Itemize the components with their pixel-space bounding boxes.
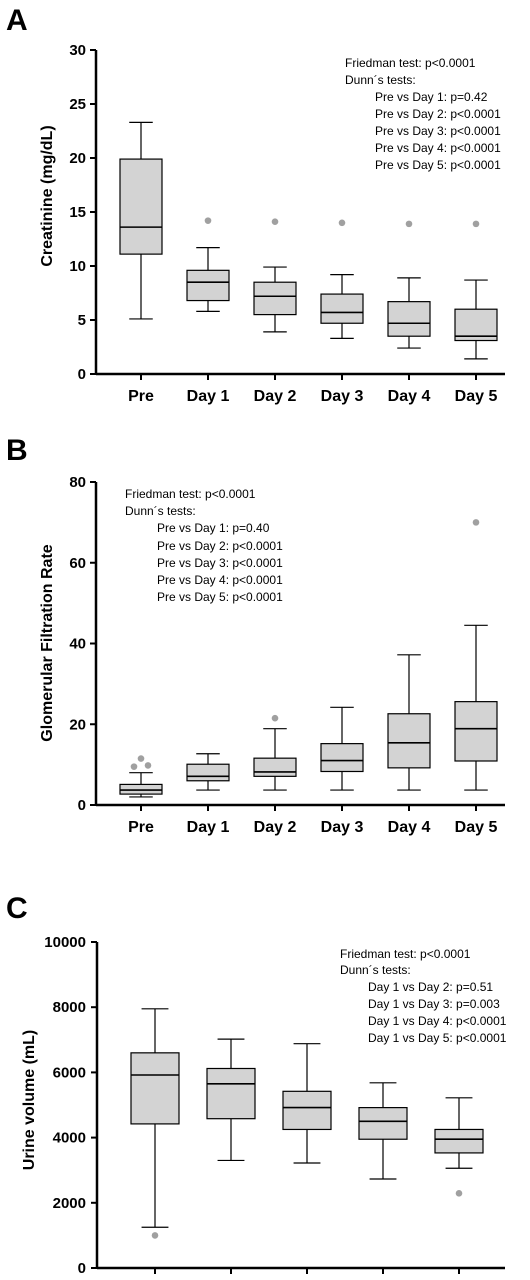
panel-b-x-tick-label-day-3: Day 3 bbox=[321, 819, 364, 836]
panel-c-box-day-1 bbox=[130, 1052, 180, 1125]
panel-c-box-day-4 bbox=[358, 1107, 408, 1140]
panel-b-x-tick-label-day-1: Day 1 bbox=[187, 819, 230, 836]
panel-c-box-day-5 bbox=[434, 1128, 484, 1154]
panel-a-y-tick-label: 10 bbox=[69, 258, 86, 275]
panel-a-y-tick-label: 25 bbox=[69, 96, 86, 113]
panel-a-x-tick-label-day-1: Day 1 bbox=[187, 388, 230, 405]
panel-a-letter: A bbox=[6, 4, 28, 37]
panel-a-box-day-1 bbox=[186, 269, 230, 302]
panel-a-y-tick-label: 0 bbox=[78, 366, 86, 383]
panel-b-outlier-point bbox=[472, 519, 480, 526]
panel-a-annotations: Friedman test: p<0.0001 Dunn´s tests: Pr… bbox=[345, 56, 501, 172]
panel-a-box-day-5 bbox=[454, 308, 498, 342]
panel-b-comparison-2: Pre vs Day 2: p<0.0001 bbox=[157, 539, 283, 553]
panel-b-x-tick-label-day-4: Day 4 bbox=[388, 819, 431, 836]
panel-c-friedman-text: Friedman test: p<0.0001 bbox=[340, 947, 471, 961]
panel-b-comparison-5: Pre vs Day 5: p<0.0001 bbox=[157, 590, 283, 604]
panel-b-dunn-heading: Dunn´s tests: bbox=[125, 504, 196, 518]
panel-b-box-day-5 bbox=[454, 701, 498, 762]
panel-a-y-tick-label: 20 bbox=[69, 150, 86, 167]
panel-b-outlier-point bbox=[144, 762, 152, 769]
panel-b-y-tick-label: 0 bbox=[78, 797, 86, 814]
panel-c-comparison-1: Day 1 vs Day 2: p=0.51 bbox=[368, 980, 493, 994]
panel-a-outlier-point bbox=[338, 219, 346, 227]
panel-a-box-pre bbox=[119, 158, 163, 255]
panel-c-letter: C bbox=[6, 892, 28, 925]
panel-a-y-tick-label: 15 bbox=[69, 204, 86, 221]
panel-b-box-day-2 bbox=[253, 757, 297, 777]
panel-c: C Urine volume (mL) Friedman test: p<0.0… bbox=[6, 892, 507, 1277]
panel-b-comparison-4: Pre vs Day 4: p<0.0001 bbox=[157, 573, 283, 587]
panel-b-comparison-3: Pre vs Day 3: p<0.0001 bbox=[157, 556, 283, 570]
panel-c-y-tick-label: 2000 bbox=[53, 1195, 86, 1212]
panel-a-x-tick-label-day-5: Day 5 bbox=[455, 388, 498, 405]
panel-b-box-pre bbox=[119, 783, 163, 795]
panel-b-y-tick-label: 20 bbox=[69, 716, 86, 733]
panel-b-y-tick-label: 40 bbox=[69, 636, 86, 653]
panel-a-comparison-3: Pre vs Day 3: p<0.0001 bbox=[375, 124, 501, 138]
panel-a-outlier-point bbox=[271, 218, 279, 226]
panel-a-x-tick-label-day-4: Day 4 bbox=[388, 388, 431, 405]
panel-b-y-axis-label: Glomerular Filtration Rate bbox=[39, 544, 56, 741]
panel-a-comparison-1: Pre vs Day 1: p=0.42 bbox=[375, 90, 488, 104]
panel-c-box-day-3 bbox=[282, 1090, 332, 1131]
panel-c-y-tick-label: 6000 bbox=[53, 1064, 86, 1081]
panel-b-box-day-4 bbox=[387, 713, 431, 769]
panel-c-comparison-3: Day 1 vs Day 4: p<0.0001 bbox=[368, 1014, 507, 1028]
panel-b-y-tick-label: 80 bbox=[69, 474, 86, 491]
panel-a-friedman-text: Friedman test: p<0.0001 bbox=[345, 56, 476, 70]
panel-b: B Glomerular Filtration Rate Friedman te… bbox=[6, 434, 505, 836]
panel-c-outlier-point bbox=[151, 1232, 159, 1239]
panel-a-box-day-2 bbox=[253, 281, 297, 316]
panel-b-outlier-point bbox=[271, 714, 279, 722]
panel-b-y-tick-label: 60 bbox=[69, 555, 86, 572]
panel-c-y-tick-label: 10000 bbox=[44, 934, 86, 951]
panel-c-y-axis-label: Urine volume (mL) bbox=[21, 1030, 38, 1170]
panel-b-outlier-point bbox=[137, 755, 145, 762]
panel-b-annotations: Friedman test: p<0.0001 Dunn´s tests: Pr… bbox=[125, 487, 283, 604]
panel-c-annotations: Friedman test: p<0.0001 Dunn´s tests: Da… bbox=[340, 947, 507, 1045]
panel-a-x-tick-label-day-2: Day 2 bbox=[254, 388, 297, 405]
panel-c-dunn-heading: Dunn´s tests: bbox=[340, 963, 411, 977]
panel-c-box-day-2 bbox=[206, 1067, 256, 1120]
panel-c-comparison-2: Day 1 vs Day 3: p=0.003 bbox=[368, 997, 500, 1011]
panel-a: A Creatinine (mg/dL) Friedman test: p<0.… bbox=[6, 4, 505, 405]
panel-b-x-tick-label-day-5: Day 5 bbox=[455, 819, 498, 836]
panel-b-box-day-3 bbox=[320, 743, 364, 773]
panel-a-dunn-heading: Dunn´s tests: bbox=[345, 73, 416, 87]
panel-a-comparison-4: Pre vs Day 4: p<0.0001 bbox=[375, 141, 501, 155]
panel-a-outlier-point bbox=[204, 217, 212, 224]
panel-b-outlier-point bbox=[130, 763, 138, 770]
panel-a-y-axis-label: Creatinine (mg/dL) bbox=[39, 125, 56, 266]
panel-c-y-tick-label: 8000 bbox=[53, 999, 86, 1016]
panel-c-y-tick-label: 4000 bbox=[53, 1130, 86, 1147]
panel-b-letter: B bbox=[6, 434, 28, 467]
panel-a-x-tick-label-pre: Pre bbox=[128, 388, 154, 405]
panel-c-outlier-point bbox=[455, 1190, 463, 1197]
panel-b-x-tick-label-pre: Pre bbox=[128, 819, 154, 836]
panel-b-comparison-1: Pre vs Day 1: p=0.40 bbox=[157, 521, 270, 535]
panel-a-comparison-5: Pre vs Day 5: p<0.0001 bbox=[375, 158, 501, 172]
panel-a-outlier-point bbox=[472, 220, 480, 228]
panel-a-outlier-point bbox=[405, 220, 413, 228]
panel-c-comparison-4: Day 1 vs Day 5: p<0.0001 bbox=[368, 1031, 507, 1045]
panel-c-y-tick-label: 0 bbox=[78, 1260, 86, 1277]
panel-a-box-day-4 bbox=[387, 301, 431, 337]
panel-a-box-day-3 bbox=[320, 293, 364, 324]
panel-a-y-tick-label: 5 bbox=[78, 312, 86, 329]
panel-a-comparison-2: Pre vs Day 2: p<0.0001 bbox=[375, 107, 501, 121]
panel-a-y-tick-label: 30 bbox=[69, 42, 86, 59]
panel-b-x-tick-label-day-2: Day 2 bbox=[254, 819, 297, 836]
panel-b-box-day-1 bbox=[186, 763, 230, 782]
panel-a-x-tick-label-day-3: Day 3 bbox=[321, 388, 364, 405]
panel-b-friedman-text: Friedman test: p<0.0001 bbox=[125, 487, 256, 501]
